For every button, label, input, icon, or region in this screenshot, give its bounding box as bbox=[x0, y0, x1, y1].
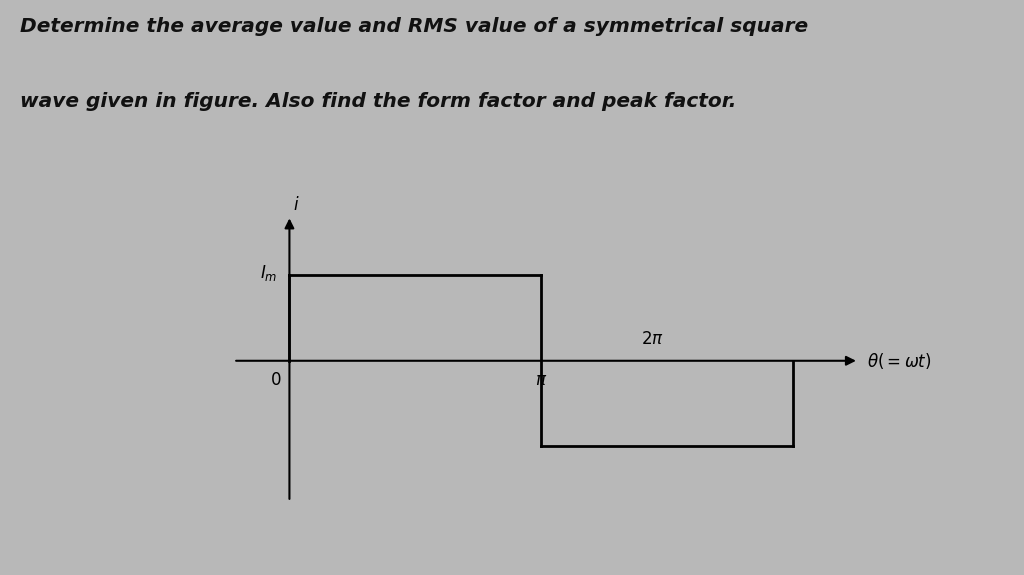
Text: $2\pi$: $2\pi$ bbox=[641, 330, 664, 348]
Text: i: i bbox=[294, 196, 298, 214]
Text: $I_m$: $I_m$ bbox=[260, 263, 278, 283]
Text: wave given in figure. Also find the form factor and peak factor.: wave given in figure. Also find the form… bbox=[20, 92, 737, 111]
Text: 0: 0 bbox=[271, 371, 282, 389]
Text: $\theta(= \omega t)$: $\theta(= \omega t)$ bbox=[867, 351, 932, 371]
Text: Determine the average value and RMS value of a symmetrical square: Determine the average value and RMS valu… bbox=[20, 17, 809, 36]
Text: $\pi$: $\pi$ bbox=[536, 371, 548, 389]
